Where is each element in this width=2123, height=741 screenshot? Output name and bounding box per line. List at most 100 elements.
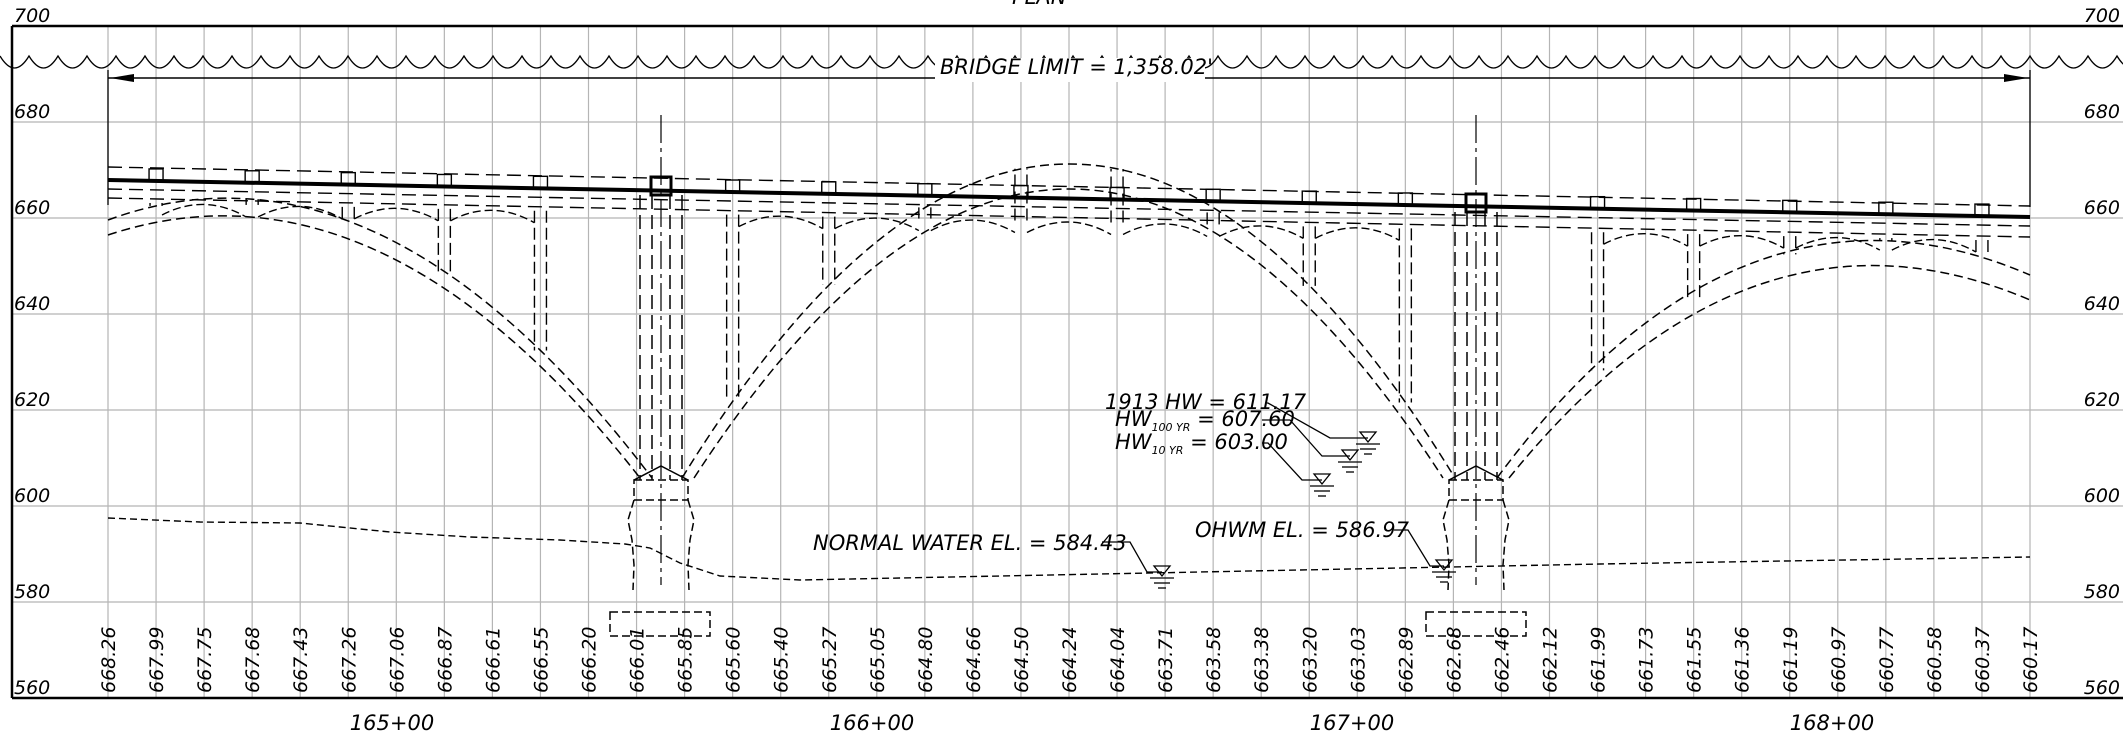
profile-elevation-label: 665.60 (723, 627, 745, 693)
elevation-labels-right: 700 680 660 640 620 600 580 560 (2084, 5, 2120, 699)
profile-elevation-label: 660.58 (1924, 627, 1946, 693)
bridge-limit-dimension: BRIDGE LIMIT = 1,358.02' (107, 55, 2031, 207)
water-triangle-icon (1152, 565, 1172, 578)
existing-ground-line (107, 517, 2031, 581)
spandrel-arch (930, 219, 1016, 234)
water-level-annotations (1102, 402, 1444, 573)
column-cap (821, 181, 837, 195)
profile-elevation-label: 660.77 (1876, 627, 1898, 693)
drawing-title: PLAN (1012, 0, 1067, 9)
spandrel-arch (1026, 221, 1112, 236)
column-cap (532, 175, 549, 190)
profile-elevation-label: 662.89 (1395, 627, 1417, 693)
profile-elevation-label: 660.97 (1828, 627, 1850, 693)
profile-elevation-label: 661.55 (1684, 627, 1706, 693)
spandrel-arch (1218, 225, 1304, 239)
profile-elevation-label: 665.40 (771, 627, 793, 693)
spandrel-arch (834, 217, 920, 232)
water-triangle-icon (1312, 473, 1332, 486)
profile-elevation-label: 667.43 (290, 627, 312, 693)
main-arch-line (693, 188, 1444, 479)
station-label: 166+00 (830, 711, 914, 735)
column-cap (1974, 203, 1990, 217)
column-cap (1301, 190, 1317, 204)
elevation-label-right: 620 (2084, 389, 2120, 411)
station-labels: 165+00 166+00 167+00 168+00 (350, 711, 1874, 735)
profile-elevation-label: 667.68 (242, 627, 264, 693)
spandrel-arch (1314, 227, 1400, 241)
column-cap (1205, 188, 1221, 202)
elevation-label-right: 600 (2084, 485, 2120, 507)
profile-elevation-label: 666.55 (530, 627, 552, 693)
main-arch-line (681, 163, 1456, 479)
station-label: 167+00 (1310, 711, 1394, 735)
profile-elevation-label: 662.68 (1443, 627, 1465, 693)
profile-elevation-label: 667.26 (338, 627, 360, 693)
column-cap (340, 171, 356, 186)
main-arch-line (1496, 239, 2031, 479)
spandrel-arch (1891, 238, 1977, 253)
elevation-label-left: 700 (14, 5, 50, 27)
profile-elevation-label: 664.04 (1107, 627, 1129, 693)
elevation-label-right: 680 (2084, 101, 2120, 123)
hw-1913-label: 1913 HW = 611.17 (1105, 390, 1307, 414)
column-cap (1013, 184, 1029, 199)
elevation-label-left: 580 (14, 581, 50, 603)
bridge-deck (107, 166, 2031, 238)
column-cap (1589, 195, 1606, 210)
spandrel-arch (161, 203, 247, 218)
spandrel-arch (1699, 234, 1785, 249)
profile-elevation-label: 660.37 (1972, 627, 1994, 693)
profile-elevation-label: 664.80 (915, 627, 937, 693)
water-triangle-icon (1358, 431, 1378, 444)
column-cap (724, 179, 741, 193)
elevation-label-left: 640 (14, 293, 50, 315)
elevation-label-right: 560 (2084, 677, 2120, 699)
water-triangle-icon (1340, 449, 1360, 462)
spandrel-arch (257, 205, 343, 220)
water-triangle-icon (1434, 559, 1454, 572)
elevation-label-right: 580 (2084, 581, 2120, 603)
station-label: 168+00 (1790, 711, 1874, 735)
spandrel-columns (148, 168, 1990, 403)
ohwm-label: OHWM EL. = 586.97 (1195, 518, 1410, 542)
profile-elevation-label: 668.26 (98, 627, 120, 693)
column-cap (917, 183, 933, 197)
spandrel-arch (1603, 233, 1688, 247)
spandrel-arch (1795, 236, 1881, 251)
elevation-label-left: 680 (14, 101, 50, 123)
spandrel-arch (738, 215, 824, 230)
profile-grade-elevations: 668.26 667.99 667.75 667.68 667.43 667.26 667.… (98, 627, 2042, 693)
column-cap (1109, 186, 1125, 201)
profile-elevation-label: 664.66 (963, 627, 985, 693)
profile-elevation-label: 667.06 (386, 627, 408, 693)
profile-elevation-label: 661.36 (1732, 627, 1754, 693)
pier-1 (609, 115, 711, 637)
hw-100yr-label: HW100 YR = 607.60 (1115, 407, 1295, 434)
profile-elevation-label: 665.05 (867, 627, 889, 693)
elevation-labels-left: 700 680 660 640 620 600 580 560 (14, 5, 50, 699)
column-cap (1397, 192, 1414, 206)
elevation-label-right: 660 (2084, 197, 2120, 219)
profile-elevation-label: 662.12 (1540, 627, 1562, 693)
main-arch-line (107, 197, 653, 479)
hw-10yr-label: HW10 YR = 603.00 (1115, 430, 1288, 457)
profile-elevation-label: 666.87 (434, 627, 456, 693)
station-label: 165+00 (350, 711, 434, 735)
profile-elevation-label: 661.73 (1636, 627, 1658, 693)
column-cap (1878, 201, 1894, 215)
spandrel-arch (353, 207, 439, 222)
main-arch-line (1508, 264, 2031, 479)
profile-elevation-label: 663.38 (1251, 627, 1273, 693)
profile-elevation-label: 665.85 (675, 627, 697, 693)
arch-structure (107, 163, 2031, 479)
profile-elevation-label: 666.61 (482, 627, 504, 693)
profile-elevation-label: 663.20 (1299, 627, 1321, 693)
profile-elevation-label: 663.58 (1203, 627, 1225, 693)
main-arch-line (107, 215, 641, 479)
profile-elevation-label: 664.50 (1011, 627, 1033, 693)
elevation-label-left: 560 (14, 677, 50, 699)
spandrel-arch (1122, 223, 1208, 238)
profile-elevation-label: 666.20 (579, 627, 601, 693)
